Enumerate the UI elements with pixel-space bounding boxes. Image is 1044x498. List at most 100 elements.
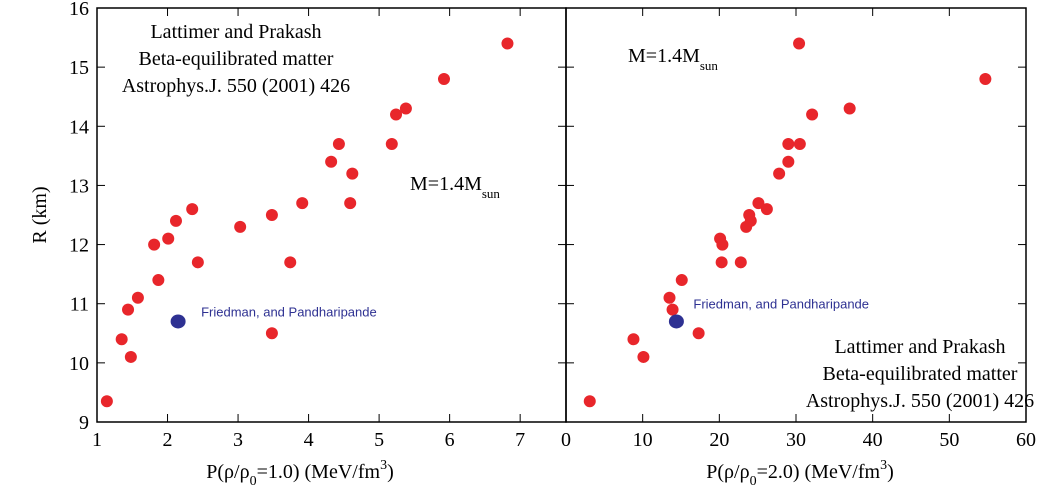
x-tick-label: 1 <box>92 429 102 451</box>
annotation-sub: sun <box>700 58 719 73</box>
point <box>782 138 795 151</box>
label-part: 0 <box>250 474 257 489</box>
y-axis-label: R (km) <box>29 186 51 243</box>
point <box>265 209 278 221</box>
point <box>715 256 728 269</box>
point <box>760 203 773 216</box>
point <box>148 238 161 251</box>
point <box>782 155 795 168</box>
y-tick-label: 15 <box>69 57 89 79</box>
point <box>668 314 684 329</box>
point <box>284 256 297 269</box>
point <box>716 238 729 251</box>
label-part: ) <box>387 461 394 483</box>
y-tick-label: 16 <box>69 0 89 20</box>
y-tick-label: 9 <box>79 412 89 434</box>
point <box>265 327 278 340</box>
point <box>675 274 688 287</box>
x-axis-label: P(ρ/ρ0=1.0) (MeV/fm3) <box>206 458 393 489</box>
y-tick-label: 12 <box>69 235 89 257</box>
point <box>663 291 676 304</box>
point <box>637 350 650 363</box>
label-part: 3 <box>880 458 887 473</box>
point <box>115 333 128 346</box>
point <box>296 197 309 210</box>
point <box>501 37 514 50</box>
annotation: Beta-equilibrated matter <box>139 48 334 70</box>
annotation: Lattimer and Prakash <box>150 21 321 43</box>
x-tick-label: 5 <box>374 429 384 451</box>
point <box>152 274 165 287</box>
y-tick-label: 10 <box>69 353 89 375</box>
x-tick-label: 0 <box>561 429 571 451</box>
point <box>186 203 199 216</box>
point <box>170 314 186 329</box>
point <box>162 232 175 245</box>
annotation-sub: sun <box>482 186 501 201</box>
plot-frame <box>96 7 567 423</box>
label-part: P(ρ/ρ <box>706 461 749 483</box>
point <box>346 167 359 180</box>
point <box>979 72 992 85</box>
point <box>666 303 679 316</box>
point <box>344 197 357 210</box>
point <box>752 197 765 210</box>
point <box>734 256 747 269</box>
point <box>773 167 786 180</box>
x-tick-label: 6 <box>445 429 455 451</box>
point <box>806 108 819 121</box>
y-tick-label: 11 <box>70 294 89 316</box>
x-tick-label: 50 <box>939 429 959 451</box>
x-tick-label: 2 <box>163 429 173 451</box>
x-axis-label: P(ρ/ρ0=2.0) (MeV/fm3) <box>706 458 893 489</box>
label-part: 3 <box>380 458 387 473</box>
point <box>234 220 247 233</box>
point <box>191 256 204 269</box>
point <box>325 155 338 168</box>
point <box>332 138 345 151</box>
point <box>124 350 137 363</box>
y-tick-label: 14 <box>69 116 89 138</box>
annotation: Astrophys.J. 550 (2001) 426 <box>806 390 1034 412</box>
point <box>627 333 640 346</box>
point <box>843 102 856 115</box>
point <box>100 395 113 408</box>
x-tick-label: 10 <box>633 429 653 451</box>
x-tick-label: 4 <box>304 429 314 451</box>
point <box>390 108 403 121</box>
point <box>385 138 398 151</box>
annotation-main: M=1.4M <box>410 173 482 195</box>
label-part: ) <box>887 461 894 483</box>
plot-frame <box>565 7 1027 423</box>
point <box>399 102 412 115</box>
label-part: P(ρ/ρ <box>206 461 249 483</box>
series-label: Friedman, and Pandharipande <box>693 296 869 311</box>
point <box>122 303 135 316</box>
point <box>583 395 596 408</box>
point <box>744 214 757 227</box>
annotation: M=1.4Msun <box>410 173 500 201</box>
label-part: 0 <box>750 474 757 489</box>
y-tick-label: 13 <box>69 175 89 197</box>
point <box>793 138 806 151</box>
x-tick-label: 60 <box>1016 429 1036 451</box>
annotation: Lattimer and Prakash <box>834 336 1005 358</box>
point <box>131 291 144 304</box>
point <box>437 72 450 85</box>
point <box>793 37 806 50</box>
x-tick-label: 40 <box>863 429 883 451</box>
annotation-main: M=1.4M <box>628 45 700 67</box>
annotation: Astrophys.J. 550 (2001) 426 <box>122 75 350 97</box>
annotation: M=1.4Msun <box>628 45 718 73</box>
annotation: Beta-equilibrated matter <box>823 363 1018 385</box>
series-label: Friedman, and Pandharipande <box>201 304 377 319</box>
label-part: =2.0) (MeV/fm <box>757 461 881 483</box>
x-tick-label: 3 <box>233 429 243 451</box>
point <box>169 214 182 227</box>
x-tick-label: 30 <box>786 429 806 451</box>
x-tick-label: 20 <box>709 429 729 451</box>
x-tick-label: 7 <box>515 429 525 451</box>
point <box>692 327 705 340</box>
label-part: =1.0) (MeV/fm <box>257 461 381 483</box>
